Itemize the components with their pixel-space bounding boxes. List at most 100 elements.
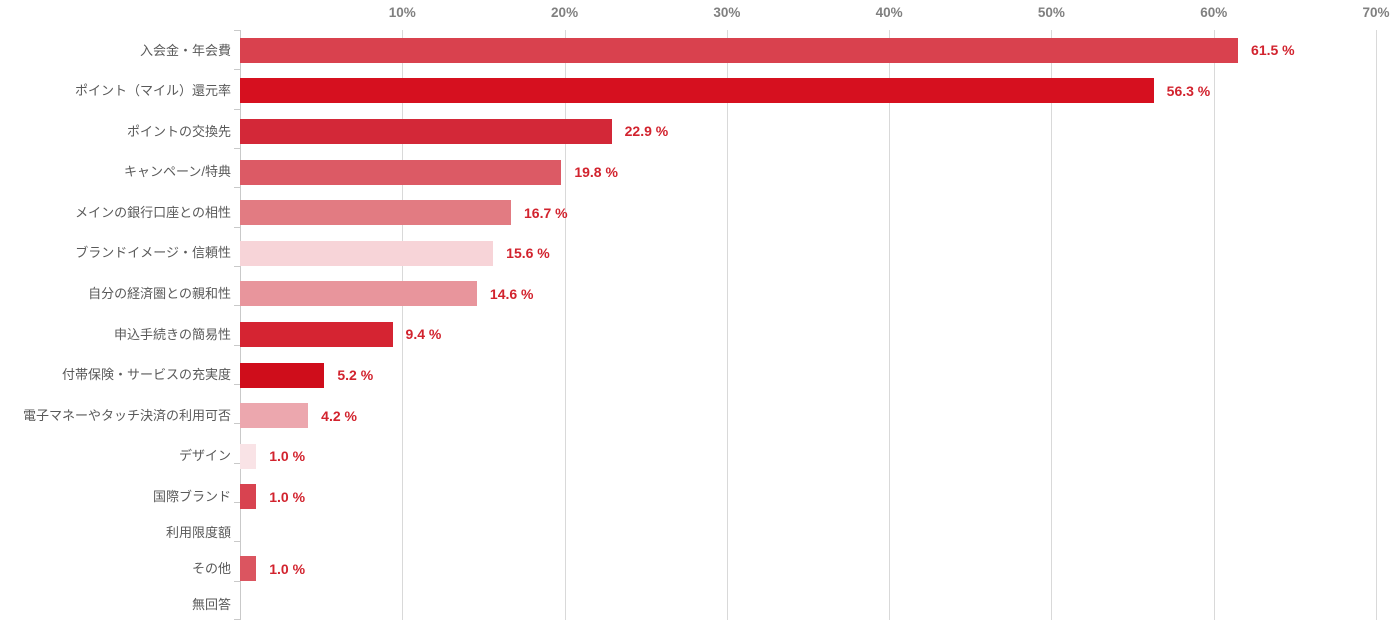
gridline [889, 30, 891, 620]
bar [240, 556, 257, 582]
category-label: 国際ブランド [152, 489, 231, 505]
bar [240, 281, 477, 307]
x-axis-tick-label: 70% [1362, 5, 1390, 20]
bar [240, 118, 612, 144]
category-label: 申込手続きの簡易性 [113, 326, 231, 342]
value-label: 9.4 % [405, 326, 442, 343]
bar [240, 403, 309, 429]
bar-track [240, 517, 1376, 548]
y-axis-tick [234, 226, 240, 228]
chart-row: ポイント（マイル）還元率 56.3 % [0, 71, 1394, 112]
chart-row: 付帯保険・サービスの充実度 5.2 % [0, 355, 1394, 396]
chart-row: メインの銀行口座との相性 16.7 % [0, 192, 1394, 233]
x-axis-tick-label: 10% [388, 5, 416, 20]
y-axis-tick [234, 69, 240, 71]
y-axis-tick [234, 108, 240, 110]
x-axis-labels: 10% 20% 30% 40% 50% 60% 70% [240, 0, 1390, 30]
chart-row: 自分の経済圏との親和性 14.6 % [0, 274, 1394, 315]
axis-label-spacer [0, 0, 240, 30]
category-label: メインの銀行口座との相性 [75, 204, 231, 220]
category-label: 入会金・年会費 [139, 42, 231, 58]
y-axis-tick [234, 344, 240, 346]
bar-track: 56.3 % [240, 71, 1376, 112]
gridline [1213, 30, 1215, 620]
bar-track: 19.8 % [240, 152, 1376, 193]
chart-row: 申込手続きの簡易性 9.4 % [0, 314, 1394, 355]
y-axis-tick [234, 580, 240, 582]
y-axis-tick [234, 148, 240, 149]
bar-track: 15.6 % [240, 233, 1376, 274]
category-label: デザイン [178, 448, 231, 464]
bar-track: 1.0 % [240, 548, 1376, 589]
x-axis-tick-label: 30% [713, 5, 741, 20]
category-label: 無回答 [191, 596, 231, 612]
value-label: 1.0 % [269, 488, 306, 505]
category-label: その他 [191, 560, 231, 576]
plot-area: 入会金・年会費 61.5 % ポイント（マイル）還元率 56.3 % ポイントの交換先 2… [0, 30, 1394, 620]
bar-rows: 入会金・年会費 61.5 % ポイント（マイル）還元率 56.3 % ポイントの交換先 2… [0, 30, 1394, 620]
x-axis-tick-label: 20% [551, 5, 579, 20]
bar [240, 443, 257, 469]
bar-track: 9.4 % [240, 314, 1376, 355]
value-label: 4.2 % [321, 407, 357, 424]
category-label: 付帯保険・サービスの充実度 [61, 367, 231, 383]
y-axis-tick [234, 305, 240, 307]
value-label: 19.8 % [574, 164, 618, 181]
value-label: 5.2 % [337, 367, 374, 384]
bar [240, 159, 562, 185]
bar-track: 5.2 % [240, 355, 1376, 396]
bar-track: 1.0 % [240, 436, 1376, 477]
category-label: キャンペーン/特典 [124, 164, 231, 180]
value-label: 16.7 % [524, 204, 568, 221]
gridline [402, 30, 404, 620]
value-label: 22.9 % [624, 123, 669, 140]
value-label: 1.0 % [269, 448, 306, 465]
chart-row: 国際ブランド 1.0 % [0, 477, 1394, 518]
value-label: 56.3 % [1166, 82, 1211, 99]
category-label: ポイントの交換先 [126, 123, 231, 139]
y-axis-tick [234, 619, 240, 620]
chart-row: デザイン 1.0 % [0, 436, 1394, 477]
bar-track: 4.2 % [240, 395, 1376, 436]
value-label: 14.6 % [489, 285, 534, 302]
gridline [726, 30, 728, 620]
bar-track: 61.5 % [240, 30, 1376, 71]
x-axis-tick-label: 50% [1037, 5, 1065, 20]
y-axis-tick [234, 541, 240, 543]
chart-row: その他 1.0 % [0, 548, 1394, 589]
bar [240, 200, 512, 226]
y-axis-tick [234, 423, 240, 425]
chart-row: 電子マネーやタッチ決済の利用可否 4.2 % [0, 395, 1394, 436]
bar [240, 362, 325, 388]
y-axis-tick [234, 266, 240, 267]
gridline [1376, 30, 1377, 620]
category-label: 自分の経済圏との親和性 [88, 286, 231, 302]
y-axis-tick [234, 462, 240, 464]
bar-track: 16.7 % [240, 192, 1376, 233]
bar [240, 240, 494, 266]
x-axis-tick-label: 40% [875, 5, 903, 20]
bar [240, 321, 393, 347]
y-axis-tick [234, 187, 240, 189]
x-axis: 10% 20% 30% 40% 50% 60% 70% [0, 0, 1394, 30]
bar-track: 22.9 % [240, 111, 1376, 152]
category-label: 電子マネーやタッチ決済の利用可否 [22, 407, 231, 423]
value-label: 15.6 % [506, 245, 550, 262]
chart-row: ポイントの交換先 22.9 % [0, 111, 1394, 152]
category-label: 利用限度額 [165, 524, 231, 540]
value-label: 61.5 % [1251, 42, 1295, 59]
bar-track: 1.0 % [240, 477, 1376, 518]
gridline [1051, 30, 1053, 620]
x-axis-tick-label: 60% [1200, 5, 1228, 20]
y-axis-tick [234, 502, 240, 503]
bar-track: 14.6 % [240, 274, 1376, 315]
bar [240, 37, 1239, 63]
chart-row: ブランドイメージ・信頼性 15.6 % [0, 233, 1394, 274]
bar [240, 484, 257, 510]
chart-row: 入会金・年会費 61.5 % [0, 30, 1394, 71]
gridline [564, 30, 566, 620]
bar-track [240, 589, 1376, 620]
y-axis-tick [234, 30, 240, 31]
category-label: ポイント（マイル）還元率 [74, 83, 231, 99]
